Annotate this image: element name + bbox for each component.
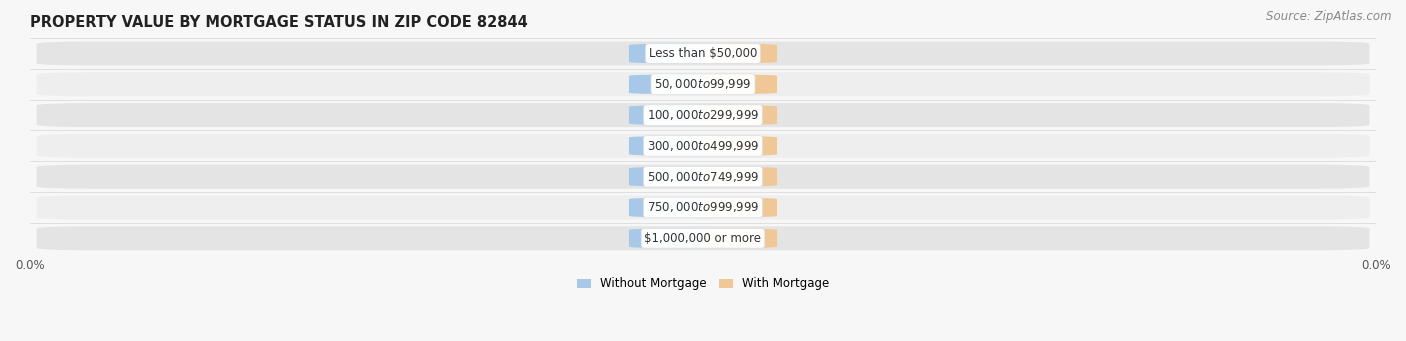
FancyBboxPatch shape [37,103,1369,127]
Text: 0.0%: 0.0% [725,203,755,212]
FancyBboxPatch shape [37,134,1369,158]
Text: $50,000 to $99,999: $50,000 to $99,999 [654,77,752,91]
Text: 0.0%: 0.0% [651,110,681,120]
Text: 0.0%: 0.0% [725,172,755,182]
FancyBboxPatch shape [628,136,703,155]
Text: $300,000 to $499,999: $300,000 to $499,999 [647,139,759,153]
Text: $1,000,000 or more: $1,000,000 or more [644,232,762,245]
Text: Less than $50,000: Less than $50,000 [648,47,758,60]
FancyBboxPatch shape [628,167,703,186]
FancyBboxPatch shape [703,136,778,155]
FancyBboxPatch shape [37,42,1369,65]
FancyBboxPatch shape [703,44,778,63]
FancyBboxPatch shape [628,106,703,125]
FancyBboxPatch shape [37,226,1369,250]
FancyBboxPatch shape [703,167,778,186]
FancyBboxPatch shape [703,229,778,248]
FancyBboxPatch shape [703,75,778,94]
Text: 0.0%: 0.0% [651,172,681,182]
FancyBboxPatch shape [628,198,703,217]
FancyBboxPatch shape [37,195,1369,220]
Text: $500,000 to $749,999: $500,000 to $749,999 [647,170,759,184]
Text: 0.0%: 0.0% [725,141,755,151]
Text: 0.0%: 0.0% [725,79,755,89]
FancyBboxPatch shape [703,106,778,125]
Text: 0.0%: 0.0% [725,48,755,59]
FancyBboxPatch shape [37,165,1369,189]
Text: 0.0%: 0.0% [725,233,755,243]
Text: 0.0%: 0.0% [651,79,681,89]
FancyBboxPatch shape [628,44,703,63]
Text: $100,000 to $299,999: $100,000 to $299,999 [647,108,759,122]
Text: 0.0%: 0.0% [651,141,681,151]
Text: Source: ZipAtlas.com: Source: ZipAtlas.com [1267,10,1392,23]
Legend: Without Mortgage, With Mortgage: Without Mortgage, With Mortgage [572,273,834,295]
Text: $750,000 to $999,999: $750,000 to $999,999 [647,201,759,214]
Text: 0.0%: 0.0% [651,233,681,243]
FancyBboxPatch shape [628,75,703,94]
FancyBboxPatch shape [628,229,703,248]
Text: 0.0%: 0.0% [725,110,755,120]
Text: PROPERTY VALUE BY MORTGAGE STATUS IN ZIP CODE 82844: PROPERTY VALUE BY MORTGAGE STATUS IN ZIP… [30,15,527,30]
FancyBboxPatch shape [37,72,1369,96]
Text: 0.0%: 0.0% [651,48,681,59]
Text: 0.0%: 0.0% [651,203,681,212]
FancyBboxPatch shape [703,198,778,217]
